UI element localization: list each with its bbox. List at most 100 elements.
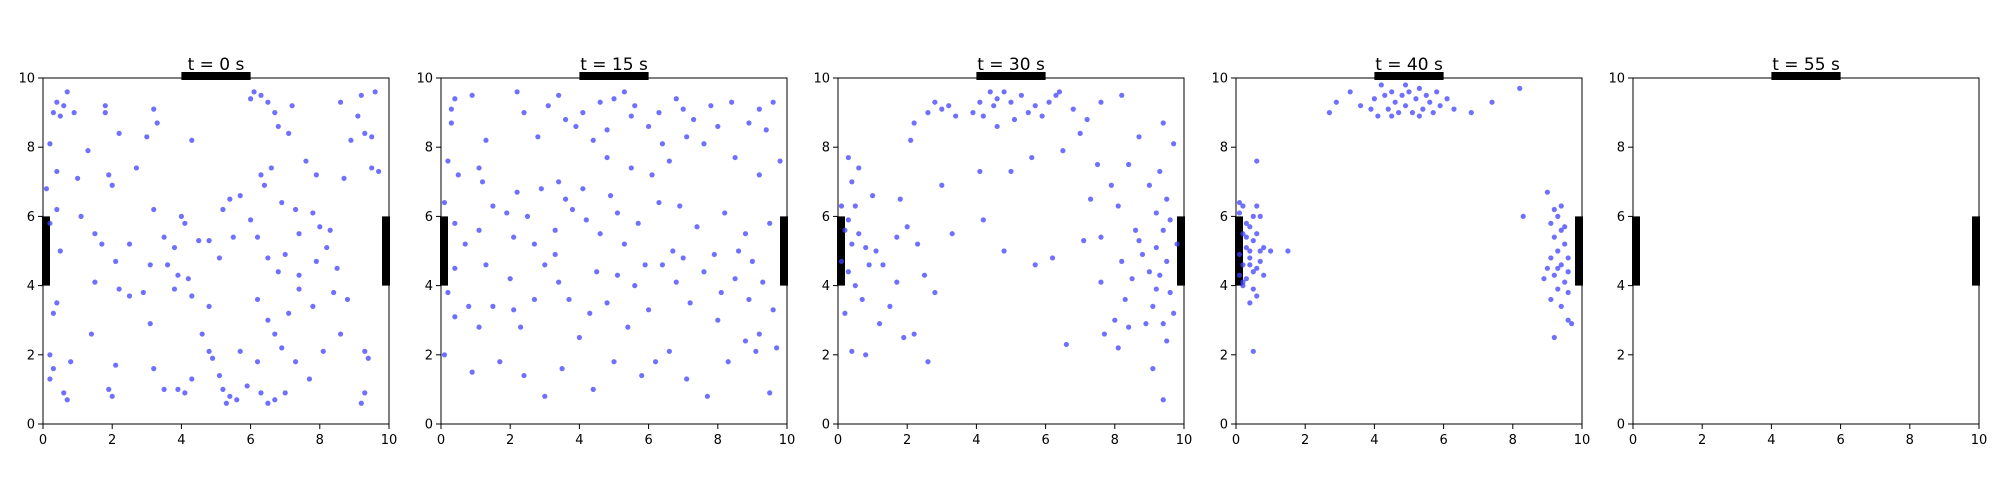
data-point — [1520, 213, 1526, 219]
data-point — [845, 269, 851, 275]
x-tick-label: 4 — [1370, 433, 1378, 448]
x-tick-label: 10 — [779, 433, 796, 448]
data-point — [1413, 96, 1419, 102]
data-point — [1146, 269, 1152, 275]
data-point — [320, 348, 326, 354]
data-point — [552, 227, 558, 233]
y-tick-label: 2 — [1617, 348, 1625, 363]
data-point — [991, 103, 997, 109]
data-point — [1357, 103, 1364, 109]
data-point — [1247, 300, 1253, 306]
right-exit-bar — [382, 216, 390, 286]
data-point — [946, 103, 952, 109]
data-point — [254, 296, 261, 303]
data-point — [1451, 106, 1457, 112]
data-point — [725, 359, 731, 365]
data-point — [842, 310, 848, 316]
data-point — [237, 348, 243, 354]
data-point — [1018, 92, 1024, 98]
data-point — [362, 348, 368, 354]
data-point — [732, 276, 738, 282]
y-tick-label: 4 — [1617, 279, 1625, 294]
data-point — [939, 182, 945, 188]
data-point — [369, 134, 375, 140]
data-point — [452, 96, 458, 102]
y-tick-label: 4 — [1220, 279, 1228, 294]
data-point — [1558, 262, 1564, 268]
data-point — [704, 393, 711, 399]
data-point — [102, 110, 108, 116]
top-exit-bar — [976, 72, 1046, 80]
data-point — [632, 103, 638, 109]
data-point — [1261, 272, 1267, 278]
data-point — [1243, 220, 1249, 226]
data-point — [517, 324, 524, 330]
y-tick-label: 0 — [1617, 418, 1625, 433]
data-point — [718, 289, 724, 296]
data-point — [126, 293, 133, 299]
data-point — [1257, 213, 1263, 219]
data-point — [206, 348, 212, 354]
data-point — [306, 376, 313, 382]
x-tick-label: 6 — [246, 433, 254, 448]
data-point — [441, 352, 448, 358]
data-point — [632, 283, 638, 289]
data-point — [580, 186, 586, 192]
data-point — [556, 279, 562, 285]
data-point — [1167, 289, 1173, 296]
right-exit-bar — [1575, 216, 1583, 286]
data-point — [1126, 161, 1132, 168]
data-point — [1032, 262, 1038, 268]
data-point — [701, 269, 707, 275]
data-point — [265, 255, 271, 261]
data-point — [1396, 110, 1402, 116]
data-point — [607, 193, 614, 199]
data-point — [1444, 96, 1450, 102]
data-point — [106, 172, 112, 178]
data-point — [296, 231, 302, 237]
data-point — [1548, 220, 1554, 226]
data-point — [254, 234, 261, 240]
data-point — [85, 148, 91, 154]
data-point — [1326, 110, 1333, 116]
data-point — [1001, 89, 1007, 95]
data-point — [756, 172, 762, 178]
data-point — [1171, 141, 1177, 147]
data-point — [729, 99, 735, 105]
right-exit-bar — [780, 216, 788, 286]
data-point — [756, 331, 762, 337]
data-point — [1032, 103, 1038, 109]
data-point — [1247, 262, 1253, 268]
data-point — [722, 210, 728, 216]
data-point — [1039, 113, 1045, 119]
data-point — [1565, 255, 1571, 261]
y-tick-label: 6 — [425, 210, 433, 225]
data-point — [1427, 99, 1433, 105]
data-point — [977, 99, 983, 105]
data-point — [911, 331, 917, 337]
data-point — [1544, 265, 1550, 271]
data-point — [310, 210, 316, 216]
data-point — [292, 359, 299, 365]
data-point — [904, 224, 910, 230]
data-point — [144, 134, 150, 140]
data-point — [1250, 213, 1256, 219]
data-point — [1119, 258, 1125, 264]
data-point — [469, 369, 475, 375]
data-point — [265, 99, 271, 105]
data-point — [106, 386, 112, 392]
x-tick-label: 0 — [39, 433, 47, 448]
data-point — [1254, 231, 1260, 237]
data-point — [220, 206, 226, 213]
data-point — [161, 386, 167, 392]
data-point — [911, 120, 917, 126]
data-point — [628, 113, 634, 119]
data-point — [770, 99, 776, 105]
data-point — [639, 372, 645, 379]
data-point — [1164, 338, 1170, 344]
data-point — [566, 296, 572, 303]
data-point — [362, 390, 368, 396]
data-point — [1385, 106, 1391, 112]
data-point — [746, 120, 752, 126]
data-point — [939, 106, 945, 112]
